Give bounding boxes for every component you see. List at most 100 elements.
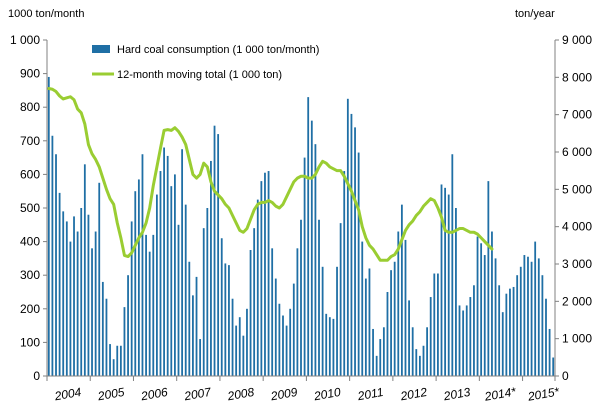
bar-month-68 xyxy=(289,308,292,376)
bar-month-14 xyxy=(94,231,97,376)
right-tick-label: 8 000 xyxy=(562,70,592,84)
x-tick-label: 2005 xyxy=(96,385,126,404)
bar-month-87 xyxy=(357,152,360,376)
bar-month-45 xyxy=(206,208,209,376)
moving-total-line-layer xyxy=(47,87,494,262)
left-tick-label: 400 xyxy=(20,235,40,249)
bar-month-11 xyxy=(83,164,86,376)
bar-month-8 xyxy=(73,216,75,376)
bar-month-127 xyxy=(501,312,504,376)
bar-month-104 xyxy=(418,355,421,376)
right-tick-label: 4 000 xyxy=(562,220,592,234)
hard-coal-bars xyxy=(47,76,555,377)
bar-month-36 xyxy=(174,174,176,376)
bar-month-110 xyxy=(440,184,443,376)
bar-month-78 xyxy=(325,313,328,376)
x-axis-ticks: 2004 2005 2006 2007 2008 2009 2010 2011 2012 2013… xyxy=(46,376,561,404)
bar-month-19 xyxy=(112,359,115,376)
x-tick-label: 2010 xyxy=(312,385,342,404)
bar-month-113 xyxy=(451,154,454,376)
bar-month-133 xyxy=(523,255,526,376)
bar-month-71 xyxy=(300,219,302,376)
bar-month-103 xyxy=(415,349,418,376)
bar-month-83 xyxy=(343,171,346,376)
bar-month-61 xyxy=(264,172,266,376)
bar-month-9 xyxy=(76,231,79,376)
bar-month-69 xyxy=(292,283,295,376)
bar-month-6 xyxy=(65,221,68,376)
bar-month-13 xyxy=(91,248,93,376)
x-tick-label: 2006 xyxy=(139,385,169,404)
bar-month-134 xyxy=(527,256,529,376)
left-tick-label: 1 000 xyxy=(10,33,40,47)
bar-month-85 xyxy=(350,113,353,377)
left-tick-label: 600 xyxy=(20,167,40,181)
bar-month-139 xyxy=(545,298,547,376)
bar-month-121 xyxy=(480,243,483,376)
x-tick-label: 2009 xyxy=(269,385,299,404)
bar-month-118 xyxy=(469,297,472,376)
bar-month-64 xyxy=(274,278,277,376)
bar-month-34 xyxy=(166,155,169,376)
bar-month-33 xyxy=(163,147,165,376)
bar-month-129 xyxy=(509,288,511,376)
bar-month-1 xyxy=(47,76,50,377)
bar-month-58 xyxy=(253,228,256,376)
right-tick-label: 3 000 xyxy=(562,257,592,271)
bar-month-135 xyxy=(530,261,533,376)
bar-month-116 xyxy=(462,310,465,376)
right-tick-label: 2 000 xyxy=(562,294,592,308)
bar-month-106 xyxy=(426,327,428,376)
bar-month-86 xyxy=(354,127,356,376)
bar-month-32 xyxy=(159,171,162,376)
bar-month-88 xyxy=(361,241,364,376)
bar-month-31 xyxy=(155,194,158,376)
bar-month-95 xyxy=(386,292,389,376)
moving-total-line xyxy=(47,87,494,262)
left-tick-label: 300 xyxy=(20,268,40,282)
left-tick-label: 900 xyxy=(20,67,40,81)
left-tick-label: 800 xyxy=(20,100,40,114)
bar-month-75 xyxy=(314,144,317,376)
legend-line-label: 12-month moving total (1 000 ton) xyxy=(117,69,282,81)
bar-month-76 xyxy=(318,219,320,376)
bar-month-96 xyxy=(390,270,392,376)
bar-month-128 xyxy=(505,293,508,376)
x-tick-label: 2012 xyxy=(398,385,428,404)
left-axis-ticks: 0 100 200 300 400 500 600 700 800 900 1 000 xyxy=(10,33,47,383)
bar-month-46 xyxy=(210,160,212,376)
x-tick-label: 2014* xyxy=(483,384,518,403)
bar-month-10 xyxy=(80,208,83,376)
bar-month-79 xyxy=(328,317,331,376)
bar-month-102 xyxy=(411,327,414,376)
x-tick-label: 2008 xyxy=(226,385,256,404)
bar-month-74 xyxy=(310,120,313,376)
bar-month-12 xyxy=(87,214,90,376)
bar-month-98 xyxy=(397,231,400,376)
bar-month-62 xyxy=(267,171,270,376)
right-tick-label: 5 000 xyxy=(562,182,592,196)
bar-month-136 xyxy=(534,241,537,376)
bar-month-47 xyxy=(213,125,216,377)
x-tick-label: 2015* xyxy=(526,384,561,403)
bar-month-50 xyxy=(224,263,227,376)
legend-bar-label: Hard coal consumption (1 000 ton/month) xyxy=(117,44,319,56)
bar-month-35 xyxy=(170,186,173,376)
left-axis-unit-label: 1000 ton/month xyxy=(8,8,84,20)
bar-month-122 xyxy=(483,255,486,376)
bar-month-2 xyxy=(51,135,54,376)
bar-month-66 xyxy=(282,315,284,376)
bar-month-117 xyxy=(465,305,468,376)
bar-month-132 xyxy=(519,266,522,376)
bar-month-44 xyxy=(202,228,205,376)
bar-month-70 xyxy=(296,248,299,376)
bar-month-65 xyxy=(278,303,281,376)
x-tick-label: 2004 xyxy=(53,385,83,404)
bar-month-28 xyxy=(145,234,147,376)
bar-month-91 xyxy=(372,328,374,376)
bar-month-63 xyxy=(271,248,274,376)
bar-month-57 xyxy=(249,250,252,376)
bar-month-56 xyxy=(246,308,248,376)
bar-month-107 xyxy=(429,297,432,376)
